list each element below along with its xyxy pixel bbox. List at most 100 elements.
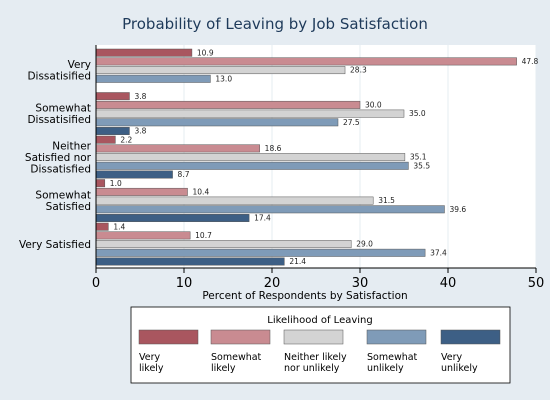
bar (95, 231, 191, 240)
bar-value-label: 30.0 (365, 101, 382, 110)
x-tick-label: 0 (92, 276, 100, 291)
bar (95, 257, 285, 266)
x-tick-label: 10 (176, 276, 193, 291)
bar (95, 170, 173, 179)
legend-swatch (138, 329, 199, 345)
legend-title: Likelihood of Leaving (267, 315, 372, 326)
legend-label: Neither likely nor unlikely (284, 352, 347, 374)
bar (95, 66, 346, 75)
x-tick-label: 30 (352, 276, 369, 291)
bar-value-label: 1.0 (110, 179, 122, 188)
category-label-line: Somewhat (35, 103, 91, 115)
bar-value-label: 17.4 (254, 214, 271, 223)
bar (95, 240, 352, 249)
bar-value-label: 10.9 (197, 48, 214, 57)
x-tick-label: 40 (440, 276, 457, 291)
x-tick-label: 50 (528, 276, 545, 291)
category-label: Somewhat Dissatisified (27, 103, 91, 127)
bar (95, 127, 130, 135)
bar-value-label: 8.7 (178, 170, 190, 179)
legend-box (130, 306, 511, 384)
bar (95, 100, 361, 109)
bar (95, 222, 109, 231)
bar-value-label: 39.6 (449, 205, 466, 214)
bar (95, 135, 116, 144)
chart-title: Probability of Leaving by Job Satisfacti… (122, 15, 428, 33)
legend-label-line: nor unlikely (284, 363, 340, 374)
bar-value-label: 21.4 (289, 257, 306, 266)
x-axis: 0 10 20 30 40 50 (92, 45, 544, 291)
bar-value-label: 35.1 (410, 153, 427, 162)
bar-value-label: 3.8 (134, 92, 146, 101)
bar-value-label: 10.7 (195, 231, 212, 240)
legend-label: Somewhat unlikely (367, 352, 418, 374)
legend-label-line: Very (139, 352, 161, 363)
legend-swatch (210, 329, 271, 345)
legend-label-line: Somewhat (211, 352, 262, 363)
category-label: Somewhat Satisfied (35, 190, 91, 214)
bar (95, 74, 211, 83)
legend-label: Very likely (139, 352, 164, 374)
bar-value-label: 29.0 (356, 240, 373, 249)
legend-label-line: Somewhat (367, 352, 418, 363)
bar (95, 214, 250, 222)
bar (95, 187, 188, 196)
category-label-line: Satisfied (46, 201, 91, 213)
x-axis-label: Percent of Respondents by Satisfaction (202, 290, 407, 302)
bar-value-label: 37.4 (430, 248, 447, 257)
category-label: Neither Satisfied nor Dissatisfied (25, 140, 92, 175)
bar-value-label: 35.5 (413, 161, 430, 170)
category-label-line: Very Satisfied (19, 239, 91, 251)
bar-value-labels: 10.947.828.313.03.830.035.027.53.82.218.… (110, 48, 539, 266)
category-label: Very Dissatisified (27, 59, 91, 83)
category-label-line: Neither (52, 140, 91, 152)
legend-label: Somewhat likely (211, 352, 262, 374)
legend-swatch (440, 329, 501, 345)
bar (95, 118, 339, 127)
bar-value-label: 28.3 (350, 66, 367, 75)
bar-value-label: 47.8 (522, 57, 539, 66)
bar (95, 48, 193, 57)
bar (95, 109, 405, 118)
legend-swatch (283, 329, 344, 345)
legend-label: Very unlikely (441, 352, 478, 374)
legend-label-line: Neither likely (284, 352, 347, 363)
category-label: Very Satisfied (19, 239, 91, 251)
legend-label-line: Very (441, 352, 463, 363)
bar (95, 196, 374, 205)
bars (95, 48, 517, 266)
x-tick-label: 20 (264, 276, 281, 291)
bar-value-label: 13.0 (215, 74, 232, 83)
bar (95, 248, 426, 257)
bar-value-label: 27.5 (343, 118, 360, 127)
bar-value-label: 2.2 (120, 135, 132, 144)
category-label-line: Dissatisified (27, 71, 91, 83)
bar (95, 179, 106, 188)
bar (95, 161, 409, 170)
legend-label-line: unlikely (441, 363, 478, 374)
bar-value-label: 31.5 (378, 196, 395, 205)
bar-value-label: 18.6 (265, 144, 282, 153)
legend-label-line: unlikely (367, 363, 404, 374)
category-label-line: Dissatisified (27, 114, 91, 126)
legend-swatch (366, 329, 427, 345)
bar-value-label: 3.8 (134, 127, 146, 136)
bar-value-label: 1.4 (113, 222, 125, 231)
category-label-line: Dissatisfied (30, 163, 91, 175)
legend-label-line: likely (211, 363, 236, 374)
bar-value-label: 10.4 (193, 188, 210, 197)
bar (95, 92, 130, 101)
bar-value-label: 35.0 (409, 109, 426, 118)
category-label-line: Very (68, 59, 91, 71)
legend-label-line: likely (139, 363, 164, 374)
category-label-line: Somewhat (35, 190, 91, 202)
bar (95, 205, 445, 214)
bar (95, 57, 517, 66)
bar (95, 144, 260, 153)
category-label-line: Satisfied nor (25, 152, 92, 164)
bar (95, 153, 406, 162)
